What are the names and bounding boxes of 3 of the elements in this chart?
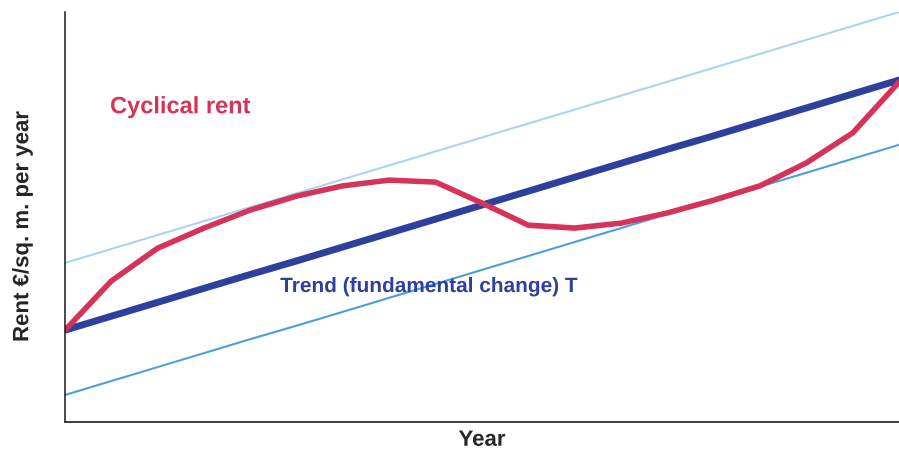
y-axis-title: Rent €/sq. m. per year xyxy=(12,111,33,340)
text: Cyclical rent xyxy=(111,96,250,118)
x-axis-title: Year xyxy=(458,430,506,446)
